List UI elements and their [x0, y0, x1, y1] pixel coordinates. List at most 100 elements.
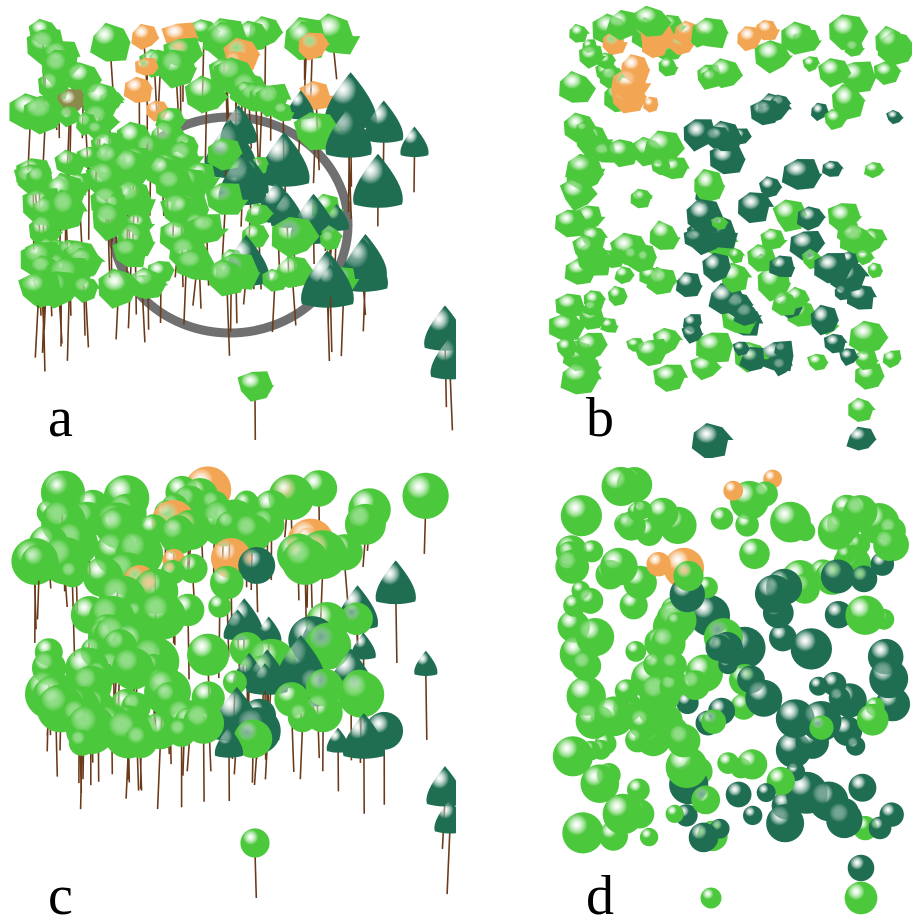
tree-crown — [850, 565, 878, 593]
tree-crown — [554, 209, 587, 238]
tree-trunk — [292, 284, 297, 326]
tree-crown — [20, 544, 58, 581]
tree-crown — [856, 703, 889, 736]
tree-crown — [824, 601, 853, 629]
tree-crown — [710, 507, 734, 530]
tree-crown — [873, 61, 902, 85]
tree-crown — [205, 183, 249, 215]
tree-crown — [844, 881, 878, 915]
tree-crown — [594, 696, 635, 737]
tree-trunk — [66, 291, 71, 361]
tree-crown — [701, 709, 727, 734]
tree-crown — [271, 216, 320, 258]
tree-crown — [320, 229, 341, 251]
forest-render-b — [549, 5, 912, 458]
tree-crown — [665, 804, 684, 823]
tree-crown — [754, 574, 793, 613]
tree-crown — [131, 23, 160, 50]
tree-crown — [627, 778, 650, 802]
tree-crown — [660, 652, 687, 679]
tree-crown — [281, 538, 329, 585]
panel-label-d: d — [586, 865, 614, 916]
tree-crown — [610, 68, 652, 100]
tree-trunk — [141, 291, 146, 343]
tree-crown — [848, 397, 876, 422]
tree-crown — [639, 827, 659, 847]
tree-trunk — [333, 50, 338, 80]
tree-crown — [569, 23, 591, 43]
forest-render-a — [9, 13, 456, 441]
tree-crown — [733, 302, 763, 326]
conifer-crown — [324, 72, 377, 130]
tree-crown — [298, 32, 330, 61]
conifer-crown — [430, 336, 456, 380]
tree-crown — [774, 341, 792, 358]
tree-crown — [873, 529, 905, 561]
tree-crown — [576, 122, 593, 136]
tree-crown — [704, 126, 732, 149]
tree-crown — [658, 56, 679, 77]
panel-c: c — [0, 458, 456, 916]
tree-crown — [735, 513, 759, 537]
tree-crown — [743, 805, 763, 826]
tree-crown — [875, 25, 909, 62]
tree-trunk — [347, 147, 353, 219]
tree-crown — [578, 44, 607, 69]
tree-crown — [207, 258, 247, 297]
tree-crown — [22, 95, 69, 135]
tree-crown — [187, 633, 230, 676]
tree-crown — [886, 109, 904, 125]
tree-trunk — [115, 301, 119, 340]
tree-crown — [769, 623, 797, 652]
tree-crown — [882, 350, 902, 369]
tree-crown — [814, 253, 853, 284]
conifer-crown — [342, 712, 385, 759]
tree-crown — [583, 300, 603, 316]
tree-crown — [123, 76, 154, 103]
panel-label-b: b — [586, 387, 614, 449]
tree-crown — [636, 249, 655, 268]
tree-crown — [54, 149, 85, 177]
tree-crown — [111, 647, 154, 690]
tree-crown — [159, 516, 197, 555]
tree-crown — [826, 801, 863, 839]
tree-trunk — [79, 750, 83, 810]
tree-crown — [807, 353, 829, 371]
tree-crown — [823, 333, 848, 354]
tree-crown — [631, 5, 672, 37]
tree-crown — [844, 39, 865, 57]
tree-crown — [49, 189, 88, 231]
tree-crown — [756, 783, 776, 803]
tree-crown — [238, 547, 276, 584]
tree-trunk — [85, 297, 90, 348]
tree-crown — [208, 594, 232, 618]
tree-crown — [760, 228, 788, 250]
tree-crown — [344, 503, 386, 545]
tree-crown — [643, 96, 659, 113]
tree-crown — [614, 266, 635, 285]
tree-crown — [738, 192, 775, 224]
tree-crown — [651, 626, 686, 661]
tree-crown — [287, 702, 318, 733]
conifer-crown — [375, 560, 416, 605]
tree-crown — [790, 628, 832, 670]
tree-crown — [854, 349, 879, 371]
tree-crown — [340, 602, 373, 636]
tree-crown — [90, 22, 131, 62]
conifer-crown — [315, 264, 346, 298]
tree-crown — [691, 785, 721, 815]
tree-crown — [128, 267, 169, 299]
tree-crown — [625, 641, 647, 662]
conifer-crown — [426, 766, 456, 807]
tree-crown — [559, 71, 597, 103]
panel-d: d — [456, 458, 912, 916]
tree-crown — [653, 364, 689, 392]
tree-crown — [184, 75, 230, 114]
tree-crown — [600, 547, 638, 586]
tree-crown — [158, 49, 198, 89]
tree-trunk — [312, 145, 316, 184]
tree-crown — [59, 561, 86, 588]
tree-crown — [810, 304, 839, 336]
tree-crown — [233, 719, 273, 759]
tree-crown — [727, 247, 746, 264]
